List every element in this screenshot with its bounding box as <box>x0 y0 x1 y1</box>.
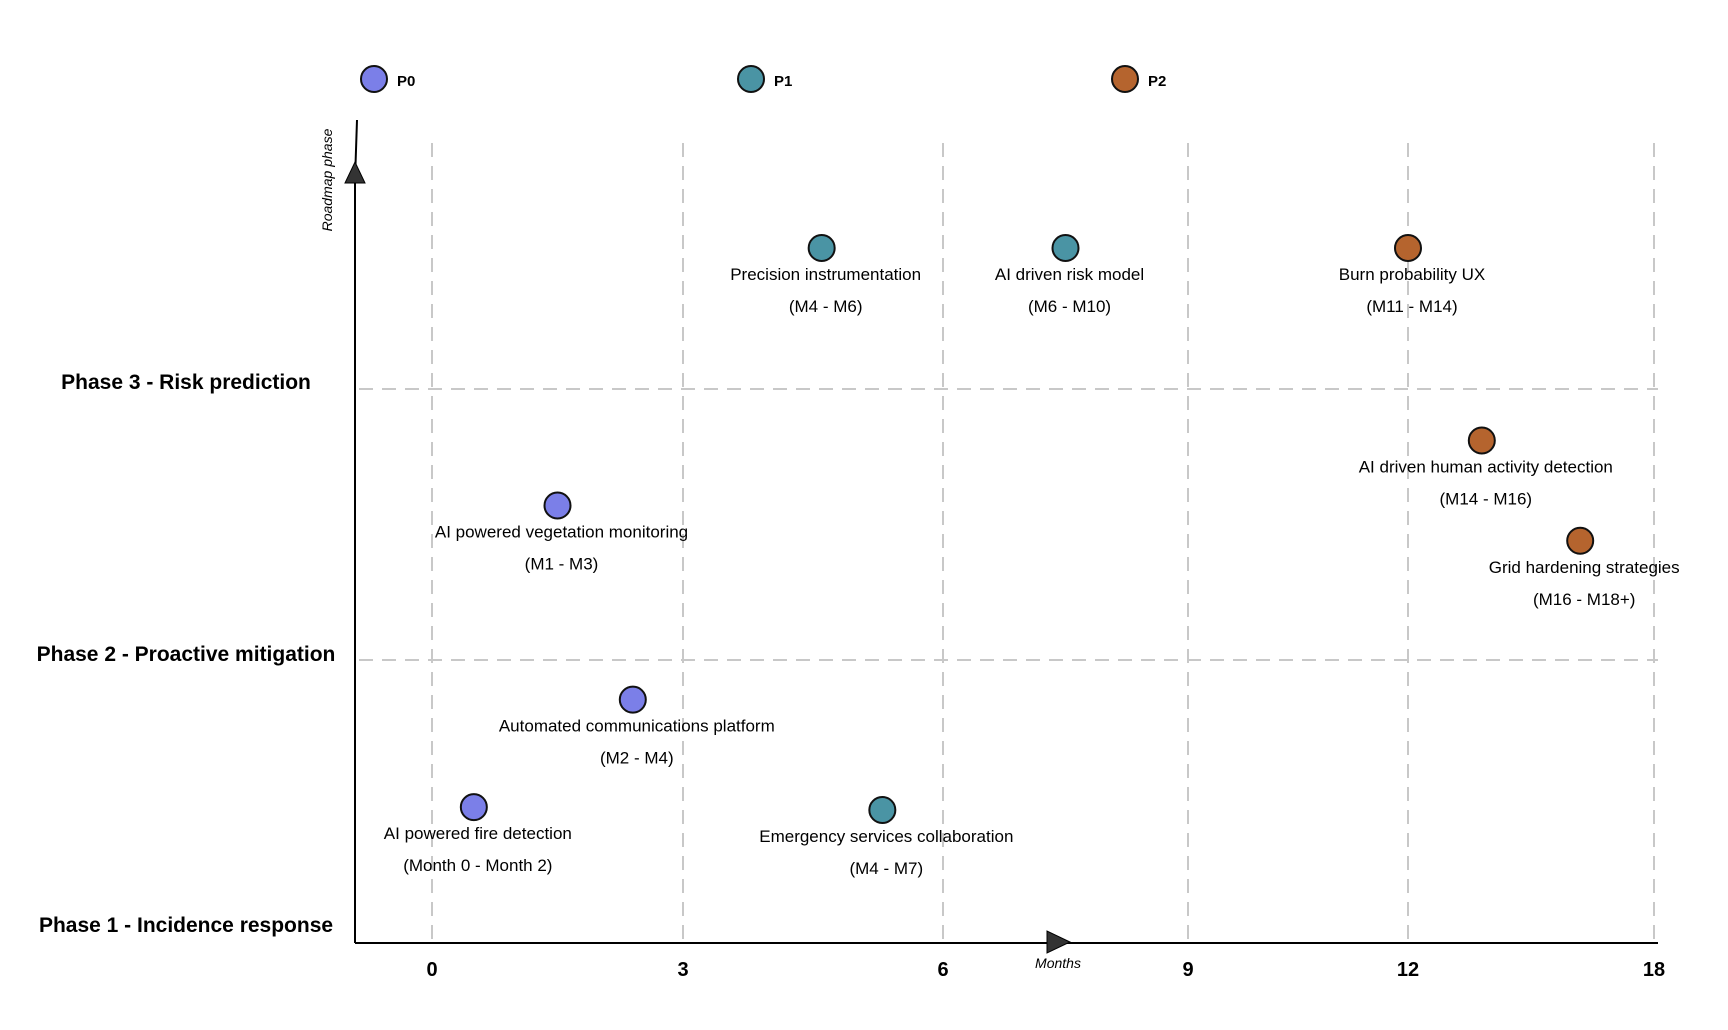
item-name: Automated communications platform <box>499 717 775 736</box>
item-name: AI driven risk model <box>995 265 1144 284</box>
y-axis-arrow <box>344 160 366 184</box>
item-name: Emergency services collaboration <box>759 827 1013 846</box>
legend-marker-p2 <box>1111 65 1139 93</box>
x-axis-arrow <box>1046 930 1072 954</box>
item-marker-p2 <box>1467 426 1496 455</box>
roadmap-item: Automated communications platform (M2 - M… <box>499 685 775 768</box>
roadmap-item: Burn probability UX (M11 - M14) <box>1339 234 1485 316</box>
roadmap-item: AI powered vegetation monitoring (M1 - M3… <box>435 491 688 574</box>
roadmap-item: Grid hardening strategies (M16 - M18+) <box>1489 526 1680 609</box>
item-name: Grid hardening strategies <box>1489 558 1680 577</box>
item-marker-p0 <box>618 685 647 714</box>
item-name: Precision instrumentation <box>730 265 921 284</box>
item-range: (M6 - M10) <box>1028 297 1111 316</box>
x-axis-title: Months <box>1035 955 1081 971</box>
x-tick-labels: 0 3 6 9 12 18 <box>426 959 1665 981</box>
roadmap-item: AI driven human activity detection (M14 -… <box>1359 426 1613 508</box>
legend-label-p2: P2 <box>1148 73 1166 90</box>
item-marker-p1 <box>807 234 836 263</box>
x-tick-label: 18 <box>1643 959 1665 981</box>
y-axis-line <box>354 119 358 943</box>
item-range: (M4 - M6) <box>789 297 863 316</box>
item-range: (M11 - M14) <box>1366 297 1457 316</box>
roadmap-item: Precision instrumentation (M4 - M6) <box>730 234 921 316</box>
phase-label-2: Phase 2 - Proactive mitigation <box>37 643 336 666</box>
item-marker-p1 <box>1051 234 1080 263</box>
item-name: AI powered fire detection <box>384 824 572 843</box>
x-tick-label: 6 <box>937 959 948 981</box>
item-name: AI powered vegetation monitoring <box>435 523 688 542</box>
phase-label-1: Phase 1 - Incidence response <box>39 914 333 937</box>
item-range: (M4 - M7) <box>849 859 923 878</box>
item-range: (M2 - M4) <box>600 749 674 768</box>
legend-marker-p1 <box>737 65 765 93</box>
legend-label-p1: P1 <box>774 73 792 90</box>
roadmap-item: Emergency services collaboration (M4 - M7… <box>759 795 1013 878</box>
item-name: AI driven human activity detection <box>1359 457 1613 476</box>
x-tick-label: 0 <box>426 959 437 981</box>
grid-lines <box>359 143 1658 943</box>
legend-marker-p0 <box>360 65 388 93</box>
item-marker-p1 <box>868 795 897 824</box>
roadmap-items: Precision instrumentation (M4 - M6) AI dri… <box>384 234 1680 878</box>
legend: P0 P1 P2 <box>360 65 1166 93</box>
roadmap-item: AI driven risk model (M6 - M10) <box>995 234 1144 316</box>
item-name: Burn probability UX <box>1339 265 1485 284</box>
roadmap-item: AI powered fire detection (Month 0 - Mont… <box>384 793 572 875</box>
item-range: (M1 - M3) <box>525 555 599 574</box>
y-axis-title: Roadmap phase <box>319 128 335 231</box>
item-marker-p2 <box>1394 234 1422 263</box>
item-range: (M14 - M16) <box>1440 489 1533 508</box>
item-marker-p2 <box>1566 526 1595 555</box>
x-tick-label: 3 <box>677 959 688 981</box>
item-marker-p0 <box>543 491 572 520</box>
x-tick-label: 9 <box>1182 959 1193 981</box>
legend-label-p0: P0 <box>397 73 415 90</box>
phase-labels: Phase 1 - Incidence response Phase 2 - Pr… <box>37 371 336 937</box>
phase-label-3: Phase 3 - Risk prediction <box>61 371 311 394</box>
x-tick-label: 12 <box>1397 959 1419 981</box>
item-range: (M16 - M18+) <box>1533 590 1636 609</box>
item-marker-p0 <box>459 793 488 822</box>
item-range: (Month 0 - Month 2) <box>403 856 552 875</box>
axes: Roadmap phase Months <box>319 119 1658 971</box>
